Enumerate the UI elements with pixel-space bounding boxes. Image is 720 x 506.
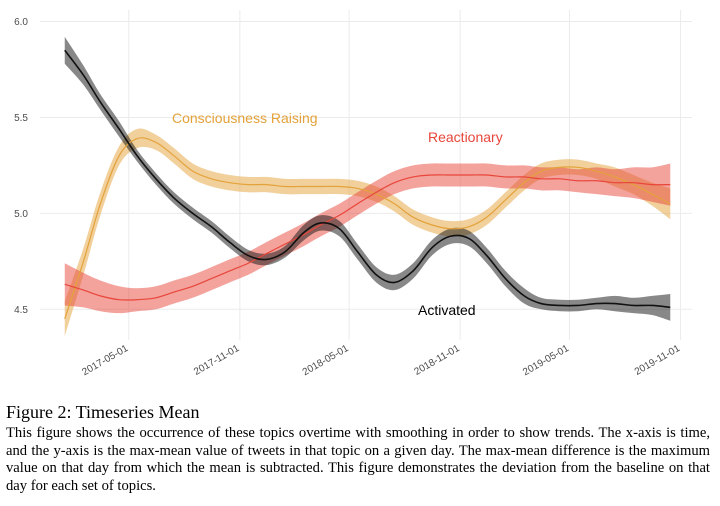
y-tick-label: 4.5 bbox=[14, 305, 28, 316]
x-tick-label: 2019-11-01 bbox=[633, 343, 683, 378]
caption-text: This figure shows the occurrence of thes… bbox=[6, 425, 710, 494]
series-label: Consciousness Raising bbox=[172, 110, 318, 126]
confidence-band bbox=[64, 163, 671, 314]
series-label: Reactionary bbox=[428, 129, 503, 145]
x-tick-label: 2018-11-01 bbox=[413, 343, 463, 378]
series-line bbox=[64, 137, 671, 320]
chart: 4.5 5.0 5.5 6.0 2017-05-01 2017-11-01 2018-05-… bbox=[14, 10, 692, 378]
series-line bbox=[64, 49, 671, 309]
y-tick-label: 5.5 bbox=[14, 113, 28, 124]
x-tick-label: 2017-05-01 bbox=[80, 343, 130, 378]
y-tick-label: 6.0 bbox=[14, 17, 28, 28]
series-label: Activated bbox=[418, 302, 476, 318]
x-tick-label: 2018-05-01 bbox=[301, 343, 351, 378]
y-tick-label: 5.0 bbox=[14, 209, 28, 220]
x-tick-label: 2017-11-01 bbox=[192, 343, 242, 378]
x-tick-label: 2019-05-01 bbox=[521, 343, 571, 378]
caption-title: Figure 2: Timeseries Mean bbox=[6, 402, 200, 422]
caption: Figure 2: Timeseries Mean This figure sh… bbox=[6, 402, 710, 495]
series-line bbox=[64, 174, 671, 301]
